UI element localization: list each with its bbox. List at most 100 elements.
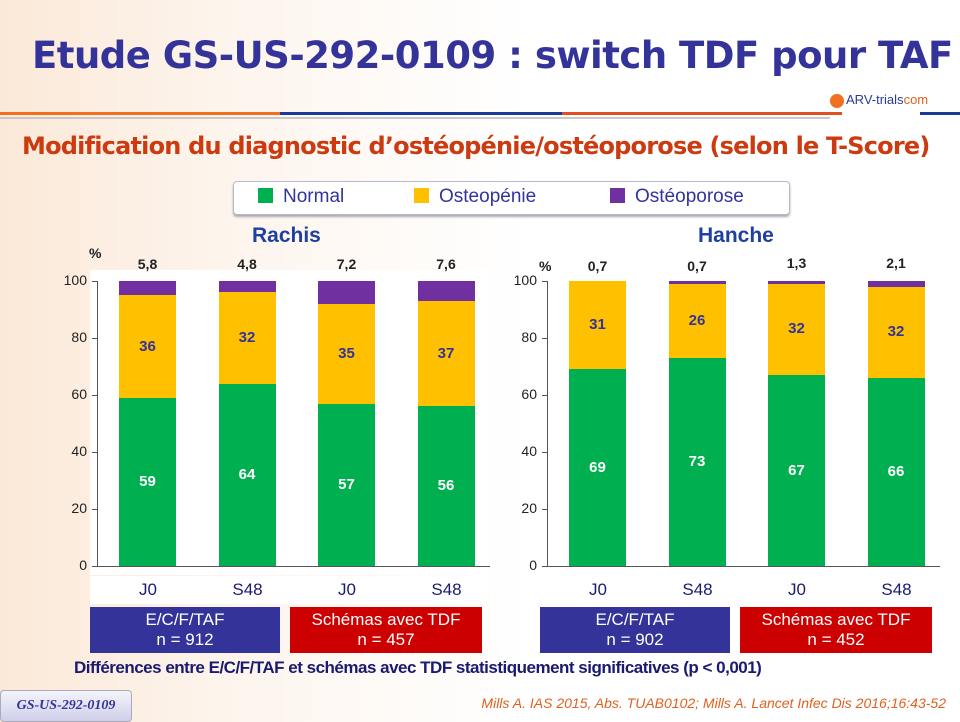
- x-axis: [97, 566, 490, 567]
- legend-label: Normal: [283, 186, 345, 207]
- bar-segment-normal: [218, 383, 276, 566]
- bar-segment-osteopénie: [119, 295, 176, 398]
- data-label: 69: [589, 458, 606, 476]
- data-label: 32: [887, 323, 905, 341]
- y-tick-label: 40: [71, 443, 87, 459]
- logo-text: ARV-trials: [846, 92, 904, 107]
- bar-segment-ostéoporose: [318, 281, 375, 304]
- bar-segment-osteopénie: [218, 292, 276, 384]
- data-label: 56: [437, 477, 455, 495]
- logo-icon: [830, 93, 844, 108]
- y-tick: [542, 509, 547, 510]
- bar-segment-osteopénie: [569, 281, 626, 370]
- data-label: 73: [688, 452, 706, 470]
- data-label: 31: [589, 316, 606, 334]
- y-axis-label: %: [89, 245, 102, 261]
- group-n: n = 457: [357, 630, 415, 649]
- y-tick: [92, 395, 97, 396]
- divider: [562, 112, 842, 115]
- data-label: 32: [238, 329, 256, 346]
- logo: ARV-trialscom: [830, 92, 928, 108]
- group-name: E/C/F/TAF: [145, 610, 225, 629]
- legend-item-osteopenie: Osteopénie: [414, 186, 536, 208]
- bar-segment-osteopénie: [768, 283, 825, 376]
- data-label: 7,2: [336, 256, 357, 272]
- bar-segment-osteopénie: [417, 300, 475, 407]
- y-tick-label: 40: [521, 443, 537, 459]
- x-tick-label: S48: [431, 580, 462, 599]
- divider: [0, 112, 280, 115]
- y-tick-label: 100: [513, 272, 537, 288]
- x-tick-label: J0: [139, 580, 157, 599]
- y-tick-label: 20: [71, 500, 87, 516]
- x-tick-label: J0: [338, 580, 356, 599]
- x-tick-label: S48: [682, 580, 713, 599]
- bar-segment-normal: [318, 403, 375, 566]
- group-label-taf: E/C/F/TAF n = 912: [90, 607, 280, 653]
- y-axis: [547, 281, 548, 567]
- legend-item-osteoporose: Ostéoporose: [610, 186, 744, 208]
- divider: [920, 112, 960, 115]
- divider: [0, 117, 830, 119]
- bar-segment-ostéoporose: [119, 281, 176, 296]
- data-label: 64: [238, 465, 256, 483]
- data-label: 0,7: [587, 258, 608, 274]
- logo-suffix: com: [903, 92, 929, 107]
- data-label: 67: [788, 461, 805, 479]
- x-tick-label: S48: [881, 580, 912, 599]
- y-tick: [92, 452, 97, 453]
- legend-label: Osteopénie: [439, 186, 537, 207]
- data-label: 37: [437, 344, 455, 362]
- y-tick: [542, 395, 547, 396]
- group-n: n = 452: [807, 630, 865, 649]
- group-n: n = 902: [606, 630, 664, 649]
- y-tick: [92, 281, 97, 282]
- chart-title: Rachis: [252, 224, 321, 247]
- group-n: n = 912: [156, 630, 214, 649]
- x-tick-label: J0: [788, 580, 806, 599]
- group-label-tdf: Schémas avec TDF n = 452: [740, 607, 932, 653]
- data-label: 26: [688, 311, 706, 329]
- significance-note: Différences entre E/C/F/TAF et schémas a…: [74, 658, 762, 677]
- data-label: 66: [887, 462, 905, 480]
- y-tick-label: 60: [71, 386, 87, 402]
- subtitle: Modification du diagnostic d’ostéopénie/…: [22, 132, 930, 160]
- y-axis-label: %: [539, 258, 552, 274]
- y-tick: [542, 281, 547, 282]
- y-tick: [92, 509, 97, 510]
- bar-segment-normal: [569, 369, 626, 566]
- group-label-tdf: Schémas avec TDF n = 457: [290, 607, 482, 653]
- x-axis: [547, 566, 940, 567]
- y-axis: [97, 281, 98, 567]
- bar-segment-normal: [417, 406, 475, 566]
- data-label: 57: [338, 475, 355, 493]
- data-label: 2,1: [886, 255, 906, 271]
- data-label: 35: [338, 344, 355, 362]
- y-tick-label: 80: [521, 329, 537, 345]
- data-label: 36: [139, 337, 156, 355]
- bar-segment-normal: [867, 377, 925, 566]
- x-axis-area: [540, 576, 940, 604]
- y-tick-label: 0: [79, 557, 87, 573]
- group-name: Schémas avec TDF: [311, 610, 461, 629]
- y-tick: [542, 566, 547, 567]
- y-tick-label: 20: [521, 500, 537, 516]
- x-tick-label: S48: [232, 580, 263, 599]
- group-name: Schémas avec TDF: [761, 610, 911, 629]
- y-tick: [92, 566, 97, 567]
- data-label: 32: [788, 320, 805, 338]
- legend-item-normal: Normal: [258, 186, 344, 208]
- y-tick-label: 0: [529, 557, 537, 573]
- bar-segment-ostéoporose: [417, 281, 475, 301]
- y-tick: [542, 452, 547, 453]
- bar-segment-osteopénie: [668, 283, 726, 358]
- bar-segment-normal: [119, 397, 176, 566]
- data-label: 7,6: [436, 256, 456, 272]
- x-axis-area: [90, 576, 490, 604]
- y-tick-label: 80: [71, 329, 87, 345]
- chart-title: Hanche: [698, 224, 774, 247]
- y-tick-label: 100: [63, 272, 87, 288]
- legend-label: Ostéoporose: [635, 186, 744, 207]
- legend-swatch: [610, 188, 625, 203]
- page-title: Etude GS-US-292-0109 : switch TDF pour T…: [32, 34, 953, 77]
